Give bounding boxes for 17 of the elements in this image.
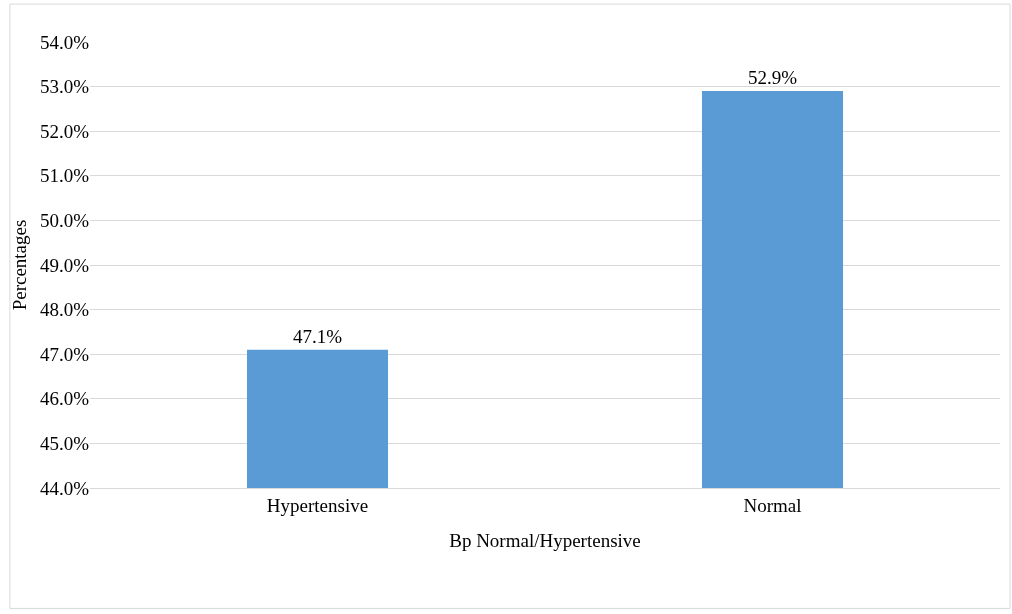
y-axis-title: Percentages [8,219,30,311]
y-tick-label: 52.0% [39,120,90,142]
y-tick-label: 47.0% [39,343,90,365]
x-axis-title: Bp Normal/Hypertensive [449,529,641,551]
x-tick-label: Normal [743,494,802,516]
y-tick-label: 51.0% [39,165,90,187]
x-tick-label: Hypertensive [266,494,369,516]
y-tick-label: 46.0% [39,388,90,410]
data-label: 52.9% [747,67,798,89]
y-tick-label: 53.0% [39,76,90,98]
y-tick-label: 48.0% [39,299,90,321]
data-label: 47.1% [292,325,343,347]
y-tick-label: 54.0% [39,31,90,53]
y-tick-label: 45.0% [39,433,90,455]
y-tick-label: 50.0% [39,210,90,232]
y-tick-label: 44.0% [39,477,90,499]
y-tick-label: 49.0% [39,254,90,276]
